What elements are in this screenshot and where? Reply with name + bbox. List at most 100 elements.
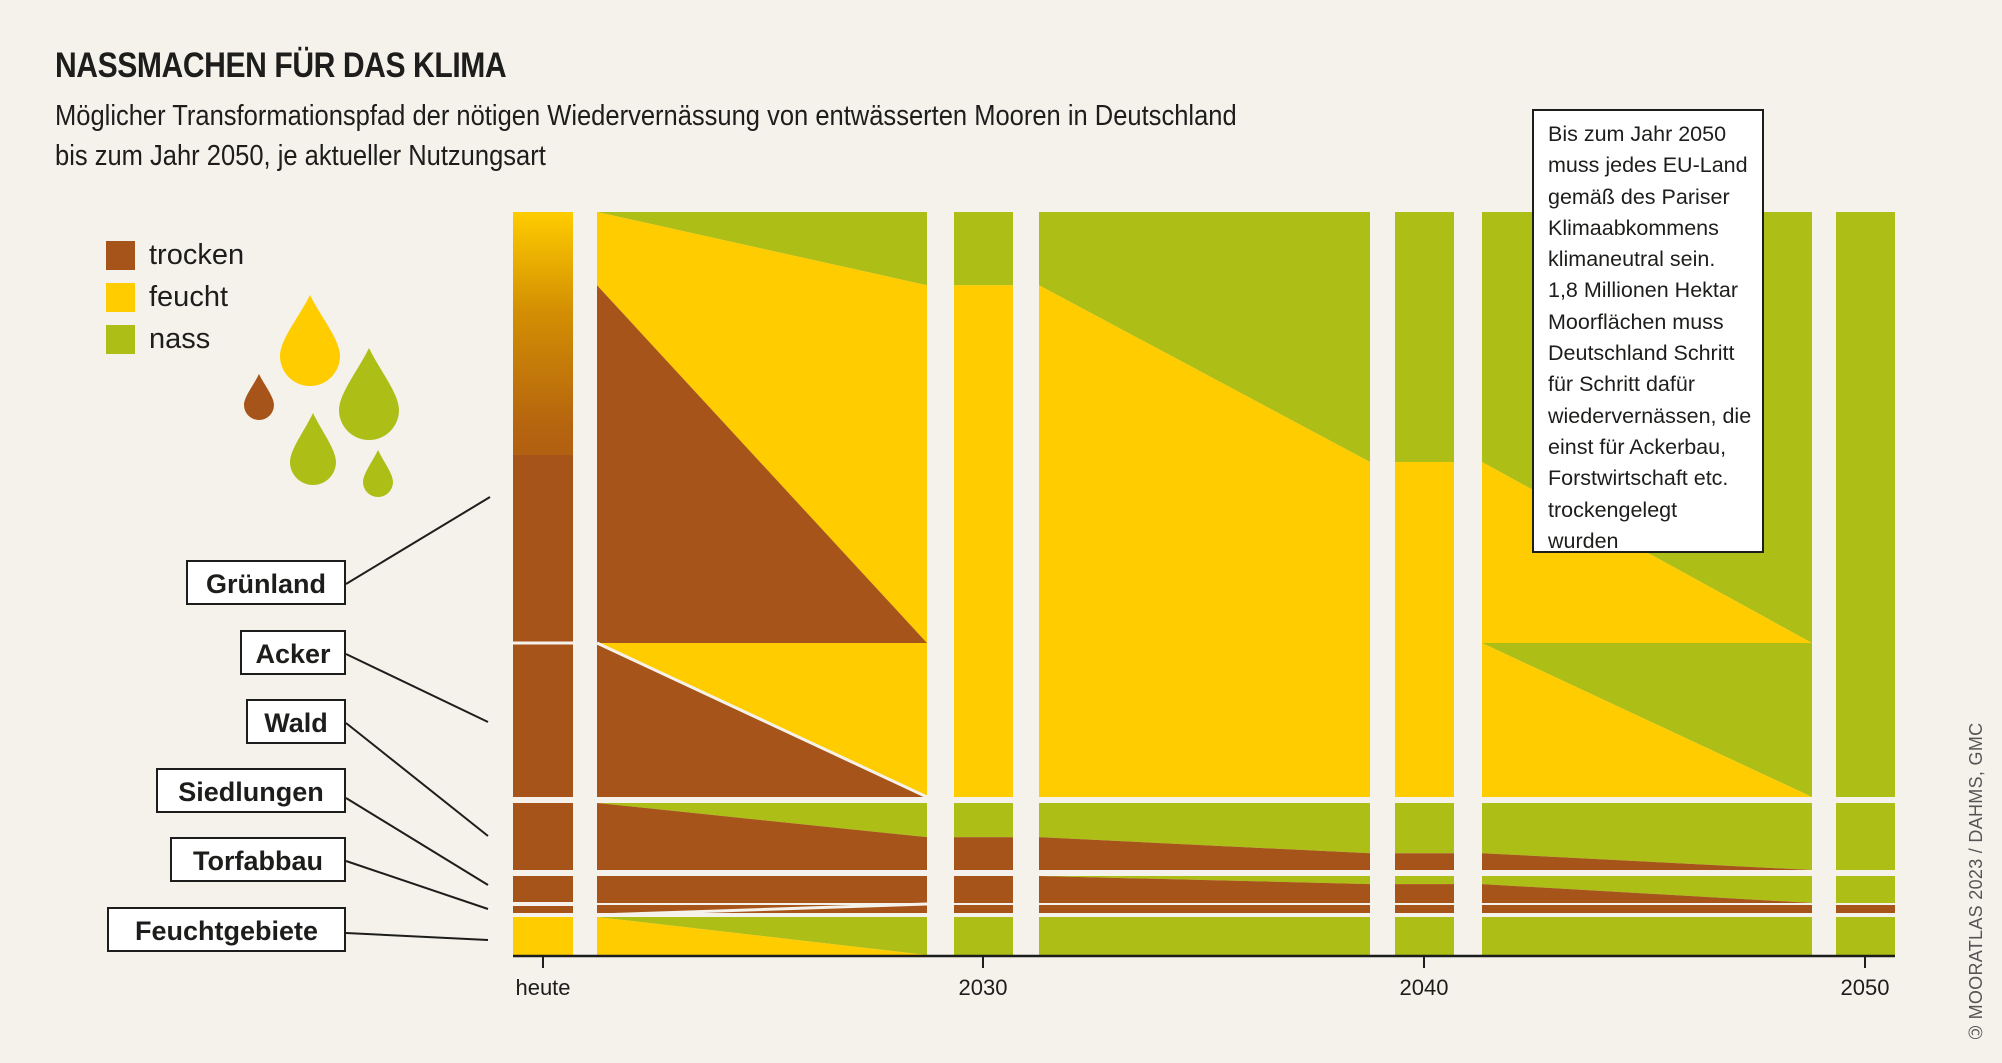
drop-icon-trocken [244,374,274,420]
bar-segment-gruenland-heute-trocken [513,455,573,643]
flow-siedlungen-2030-2040-trocken [1039,876,1370,903]
subtitle-line-2: bis zum Jahr 2050, je aktueller Nutzungs… [55,140,546,172]
bar-segment-acker-2050-nass [1836,643,1895,797]
flow-wald-2030-2040-nass [1039,803,1370,854]
flow-feuchtgebiete-2040-2050-nass [1482,917,1812,955]
callout-box: Bis zum Jahr 2050 muss jedes EU-Land gem… [1532,109,1764,553]
bar-segment-wald-heute-trocken [513,803,573,870]
bar-segment-siedlungen-2050-nass [1836,876,1895,903]
flow-gruenland-2030-2040-feucht [1039,285,1370,643]
legend-item-trocken: trocken [106,234,244,276]
legend-item-feucht: feucht [106,276,244,318]
legend-swatch-nass [106,324,135,354]
callout-line: Forstwirtschaft etc. [1548,466,1729,491]
callout-line: trockengelegt [1548,497,1678,522]
label-leader-lines [345,496,491,941]
flow-torfabbau-2040-2050-trocken [1482,905,1812,913]
x-axis [513,954,1895,968]
drop-icon-nass [339,348,399,440]
legend-swatch-trocken [106,240,135,270]
callout-line: wurden [1548,528,1619,553]
flow-acker-2040-2050-feucht [1482,643,1812,797]
callout-line: Bis zum Jahr 2050 [1548,122,1727,146]
leader-line-wald [345,722,489,837]
legend: trocken feucht nass [106,234,244,360]
flow-feuchtgebiete-heute-2030-feucht [597,917,927,955]
flow-acker-2030-2040-feucht [1039,643,1370,797]
flow-wald-2040-2050-trocken [1482,853,1812,870]
category-label-torfabbau: Torfabbau [170,837,346,882]
flow-siedlungen-2040-2050-nass [1482,876,1812,903]
bar-segment-wald-2050-nass [1836,803,1895,870]
category-label-acker: Acker [240,630,346,675]
separator-gruenland-acker-flow [596,641,928,799]
drop-icon-nass [363,450,393,497]
bar-segment-siedlungen-heute-trocken [513,876,573,903]
category-label-gruenland: Grünland [186,560,346,605]
bar-segment-torfabbau-2040-trocken [1395,905,1454,913]
bar-segment-wald-2030-trocken [954,837,1013,870]
drop-icon-nass [290,413,336,485]
flow-siedlungen-2040-2050-trocken [1482,884,1812,903]
bar-segment-gruenland-2040-feucht [1395,461,1454,643]
callout-line: für Schritt dafür [1548,372,1695,397]
flow-gruenland-2030-2040-nass [1039,212,1370,462]
callout-line: gemäß des Pariser [1548,184,1730,209]
bar-segment-torfabbau-2030-trocken [954,905,1013,913]
flow-wald-heute-2030-trocken [597,803,927,870]
callout-line: wiedervernässen, die [1548,403,1752,428]
legend-swatch-feucht [106,282,135,312]
flow-feuchtgebiete-2030-2040-nass [1039,917,1370,955]
callout-line: Klimaabkommens [1548,215,1719,240]
tick-label-2050: 2050 [1840,975,1890,1000]
water-drops-decoration [244,295,399,497]
bar-segment-acker-2030-feucht [954,643,1013,797]
chart-title: NASSMACHEN FÜR DAS KLIMA [55,46,507,85]
bar-segment-siedlungen-2040-trocken [1395,884,1454,903]
bar-segment-wald-2030-nass [954,803,1013,838]
tick-label-2040: 2040 [1399,975,1449,1000]
bar-segment-gruenland-2040-nass [1395,212,1454,462]
callout-line: Deutschland Schritt [1548,341,1735,366]
bar-segment-acker-2040-feucht [1395,643,1454,797]
callout-line: einst für Ackerbau, [1548,434,1727,459]
leader-line-feuchtgebiete [345,932,489,941]
flow-wald-2030-2040-trocken [1039,837,1370,870]
bar-segment-gruenland-2030-nass [954,212,1013,286]
tick-label-heute: heute [515,975,571,1000]
bar-segment-feuchtgebiete-2030-nass [954,917,1013,955]
flow-wald-2040-2050-nass [1482,803,1812,870]
separator-torfabbau-flow [596,902,928,917]
bar-segment-feuchtgebiete-2050-nass [1836,917,1895,955]
legend-label-trocken: trocken [149,238,245,271]
flow-gruenland-heute-2030-feucht [597,212,927,643]
flow-torfabbau-2030-2040-trocken [1039,905,1370,913]
legend-label-nass: nass [149,322,211,355]
bar-segment-wald-2040-trocken [1395,853,1454,870]
leader-line-acker [345,653,489,723]
leader-line-torfabbau [345,860,489,910]
drop-icon-feucht [280,295,340,386]
bar-segment-gruenland-2050-nass [1836,212,1895,643]
legend-label-feucht: feucht [149,280,228,313]
bar-segment-gruenland-2030-feucht [954,285,1013,643]
legend-item-nass: nass [106,318,244,360]
flow-siedlungen-heute-2030-trocken [597,876,927,903]
tick-label-2030: 2030 [958,975,1008,1000]
callout-line: 1,8 Millionen Hektar [1548,278,1739,303]
flow-gruenland-heute-2030-trocken [597,285,927,643]
chart-subtitle: Möglicher Transformationspfad der nötige… [55,96,1237,176]
bar-segment-siedlungen-2040-nass [1395,876,1454,885]
category-label-wald: Wald [246,699,346,744]
category-label-feuchtgebiete: Feuchtgebiete [107,907,346,952]
bar-segment-feuchtgebiete-2040-nass [1395,917,1454,955]
subtitle-line-1: Möglicher Transformationspfad der nötige… [55,100,1237,132]
bar-segment-siedlungen-2030-trocken [954,876,1013,903]
flow-wald-heute-2030-nass [597,803,927,838]
bar-segment-wald-2040-nass [1395,803,1454,854]
callout-line: muss jedes EU-Land [1548,153,1748,178]
bar-segment-torfabbau-heute-trocken [513,905,573,913]
leader-line-siedlungen [345,797,489,886]
credit-text: 🄯 MOORATLAS 2023 / DAHMS, GMC [1966,722,1986,1040]
leader-line-gruenland [345,496,491,585]
